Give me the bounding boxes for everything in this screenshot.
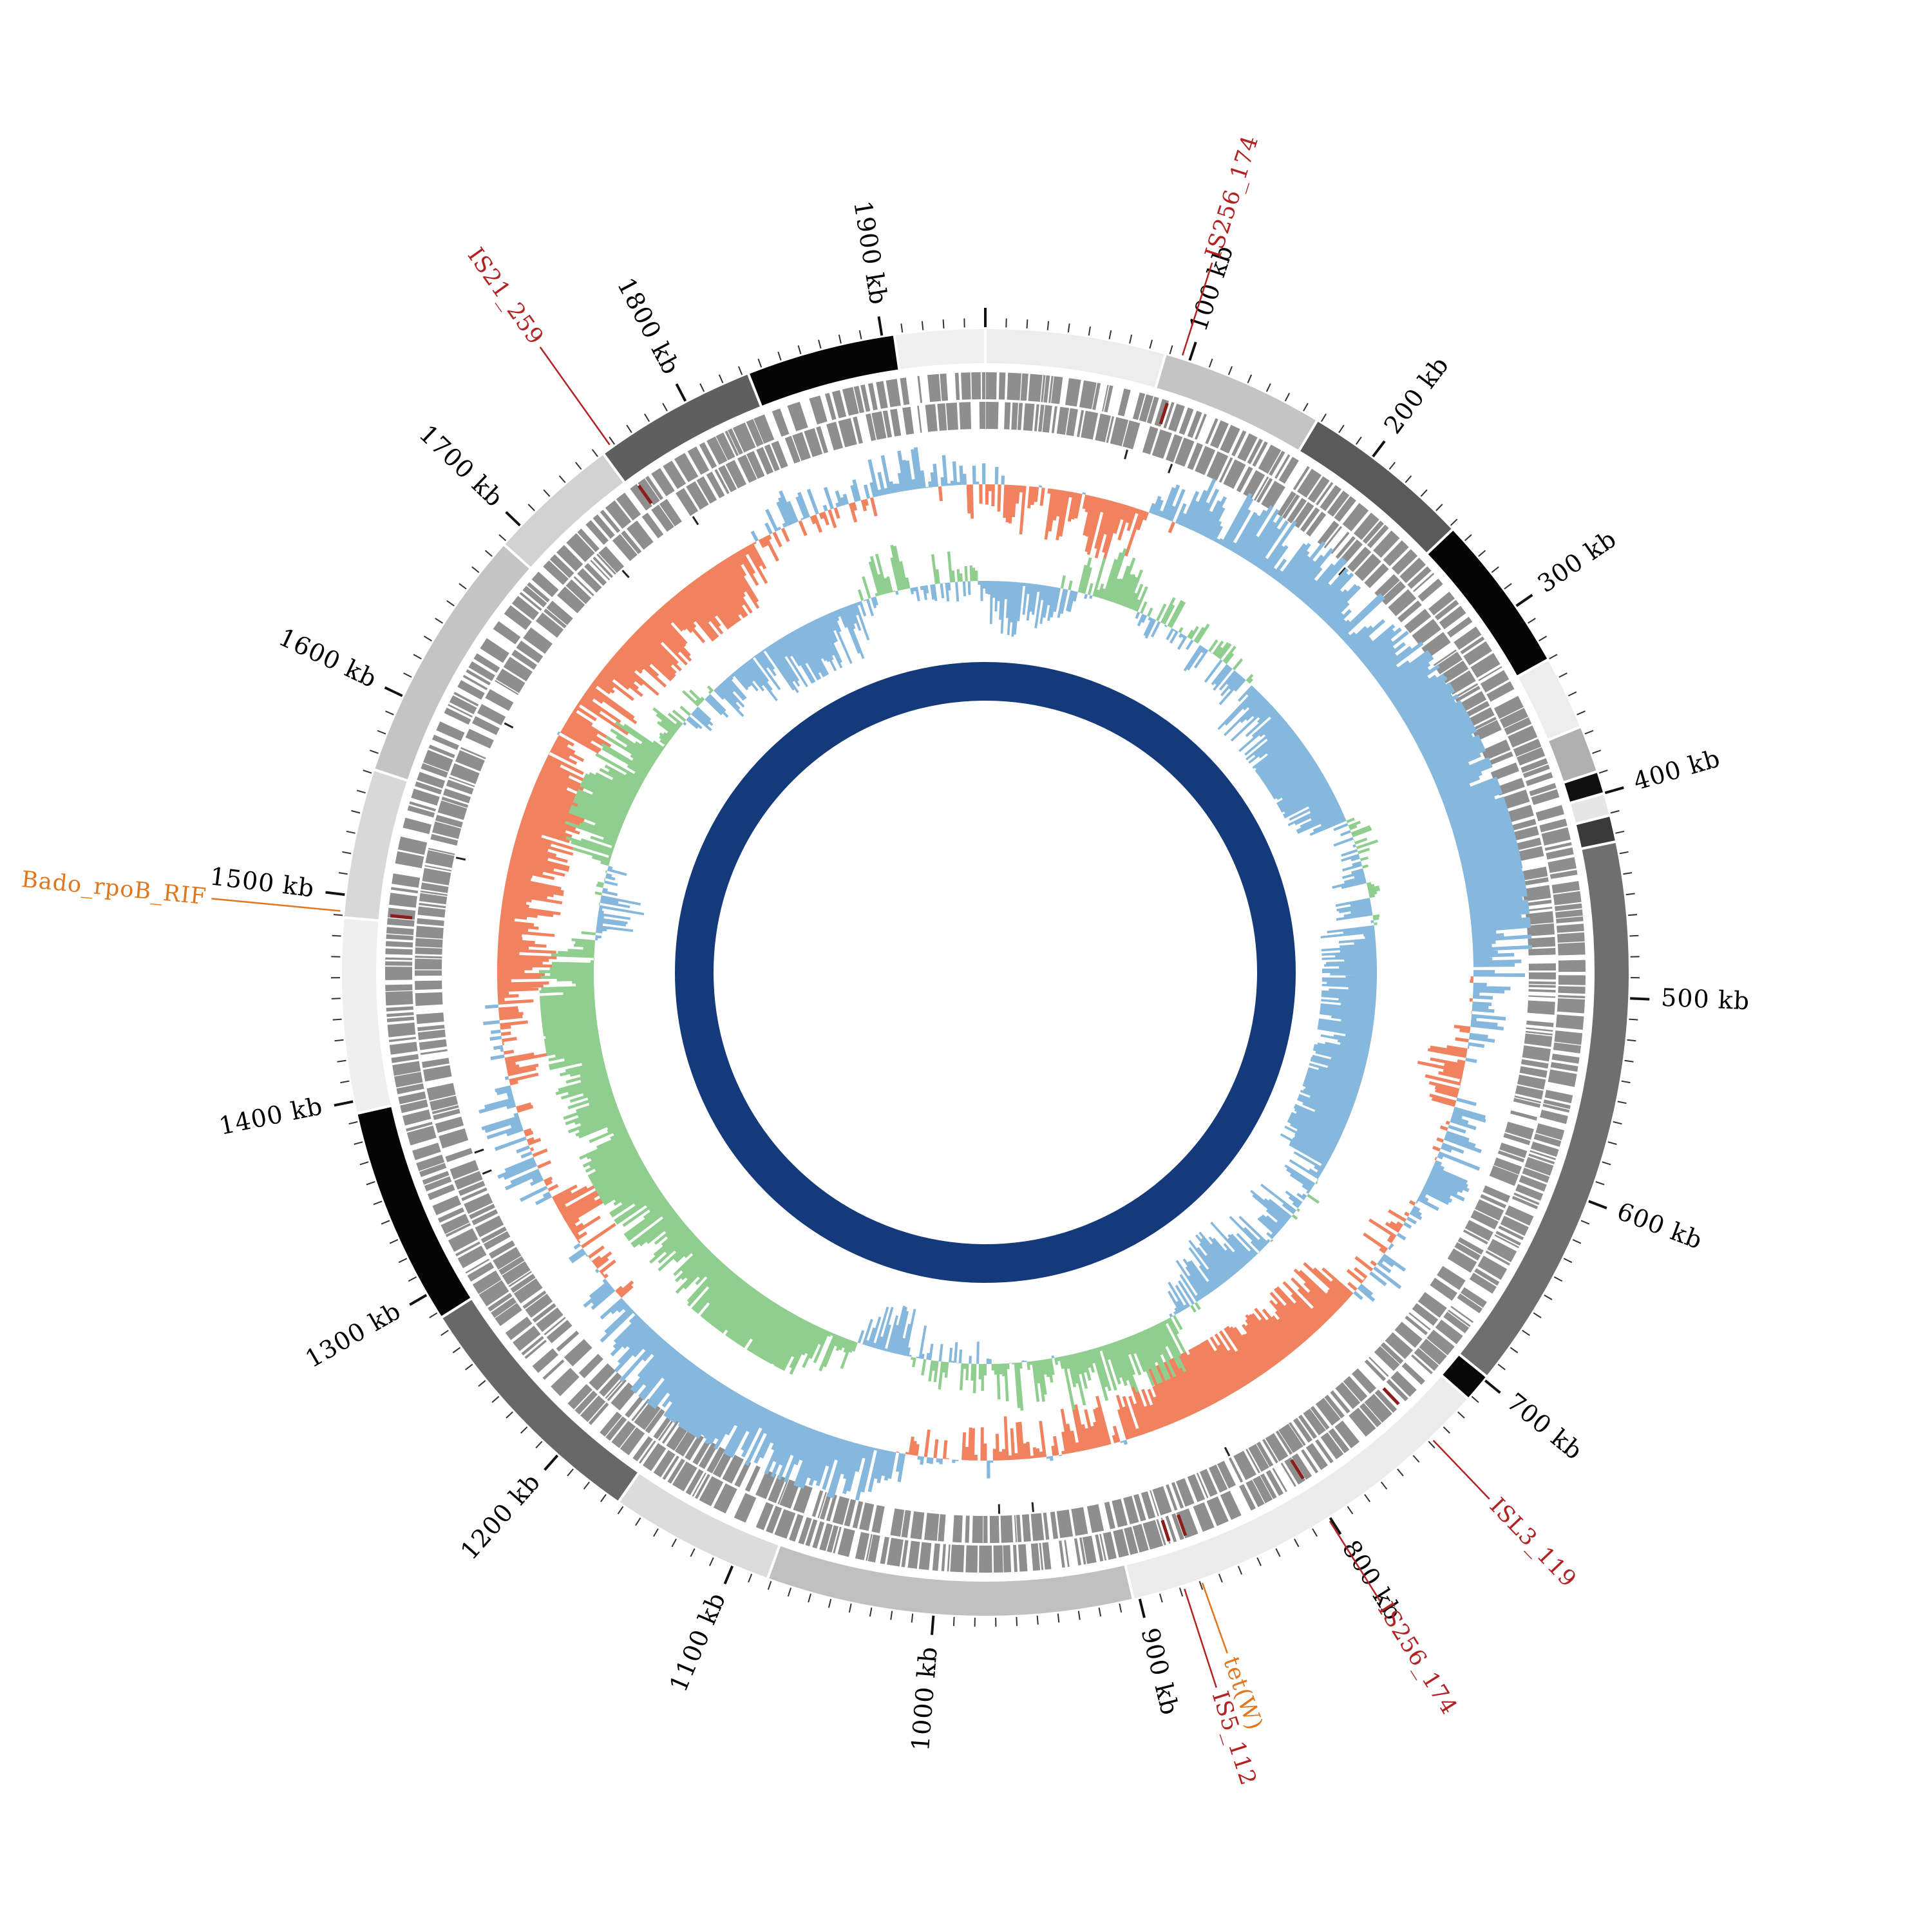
tick-mark bbox=[1338, 567, 1347, 576]
feature-mark bbox=[1159, 402, 1169, 425]
contig-segment bbox=[1562, 771, 1605, 804]
annotation-label: IS21_259 bbox=[462, 243, 549, 350]
annotation-line bbox=[539, 346, 611, 446]
scale-label: 1900 kb bbox=[848, 198, 893, 307]
annotation-line bbox=[1201, 1582, 1228, 1654]
scale-label: 500 kb bbox=[1660, 983, 1750, 1016]
contig-segment bbox=[1575, 815, 1617, 849]
scale-label: 400 kb bbox=[1630, 744, 1723, 796]
contig-segment bbox=[748, 334, 900, 408]
contig-segment bbox=[356, 1105, 472, 1318]
tick-mark bbox=[455, 857, 466, 861]
annotation-label: IS256_174 bbox=[1200, 132, 1264, 261]
scale-label: 1600 kb bbox=[274, 623, 381, 694]
feature-mark bbox=[1160, 1519, 1171, 1542]
scale-label: 1000 kb bbox=[906, 1645, 943, 1752]
contig-segment bbox=[894, 327, 985, 371]
tick-mark bbox=[692, 516, 699, 526]
contig-segment bbox=[1547, 726, 1598, 783]
scale-label: 1400 kb bbox=[216, 1092, 325, 1141]
annotation-line bbox=[1329, 1520, 1381, 1602]
contig-segment bbox=[618, 1472, 780, 1580]
scale-ticks bbox=[325, 308, 1650, 1635]
tick-mark bbox=[1224, 1446, 1231, 1457]
contig-segment bbox=[767, 1544, 1134, 1617]
contig-segment bbox=[1569, 793, 1611, 824]
tick-mark bbox=[1031, 1502, 1034, 1512]
backbone-ring bbox=[675, 662, 1296, 1283]
scale-label: 900 kb bbox=[1135, 1625, 1184, 1718]
major-ticks bbox=[325, 308, 1650, 1635]
contig-segment bbox=[374, 544, 531, 781]
contig-segment bbox=[603, 373, 762, 483]
feature-mark bbox=[390, 914, 413, 920]
contig-segment bbox=[343, 769, 409, 921]
feature-mark bbox=[1382, 1387, 1400, 1406]
scale-label: 1300 kb bbox=[301, 1296, 406, 1374]
annotation-line bbox=[1182, 262, 1213, 356]
scale-label: 700 kb bbox=[1502, 1387, 1589, 1465]
contig-segment bbox=[440, 1298, 639, 1502]
scale-label: 1200 kb bbox=[455, 1468, 545, 1565]
tick-mark bbox=[621, 569, 630, 578]
minor-ticks bbox=[330, 318, 1640, 1627]
tick-mark bbox=[504, 722, 514, 729]
scale-label: 1800 kb bbox=[612, 273, 686, 379]
contig-segment bbox=[1124, 1374, 1469, 1600]
contig-segment bbox=[985, 327, 1166, 389]
feature-mark bbox=[1290, 1459, 1305, 1480]
scale-label: 200 kb bbox=[1378, 351, 1454, 439]
feature-mark bbox=[637, 484, 653, 505]
annotation-line bbox=[1184, 1588, 1217, 1688]
contig-segment bbox=[1517, 659, 1582, 741]
scale-label: 600 kb bbox=[1613, 1197, 1707, 1255]
annotation-label: ISL3_119 bbox=[1484, 1493, 1581, 1593]
annotation-line bbox=[1432, 1439, 1490, 1500]
tick-mark bbox=[482, 1169, 492, 1175]
feature-mark bbox=[1177, 1514, 1188, 1537]
contig-segment bbox=[1459, 841, 1631, 1378]
contig-segment bbox=[1426, 529, 1549, 677]
scale-label: 1700 kb bbox=[413, 419, 509, 513]
tick-mark bbox=[1124, 450, 1128, 460]
scale-label: 1100 kb bbox=[664, 1588, 731, 1696]
contig-segment bbox=[341, 917, 392, 1114]
contig-segment bbox=[1155, 353, 1318, 451]
tick-mark bbox=[474, 1148, 484, 1154]
scale-label: 300 kb bbox=[1533, 524, 1622, 598]
tick-mark bbox=[1168, 463, 1173, 474]
contig-segment bbox=[1298, 420, 1454, 554]
scale-label: 1500 kb bbox=[209, 862, 316, 902]
annotation-line bbox=[211, 898, 341, 912]
annotation-label: Bado_rpoB_RIF bbox=[21, 867, 208, 910]
contig-segment bbox=[1441, 1354, 1488, 1399]
contig-segment bbox=[503, 453, 625, 569]
contig-ring bbox=[341, 327, 1631, 1617]
annotation-label: IS256_174 bbox=[1372, 1598, 1462, 1719]
